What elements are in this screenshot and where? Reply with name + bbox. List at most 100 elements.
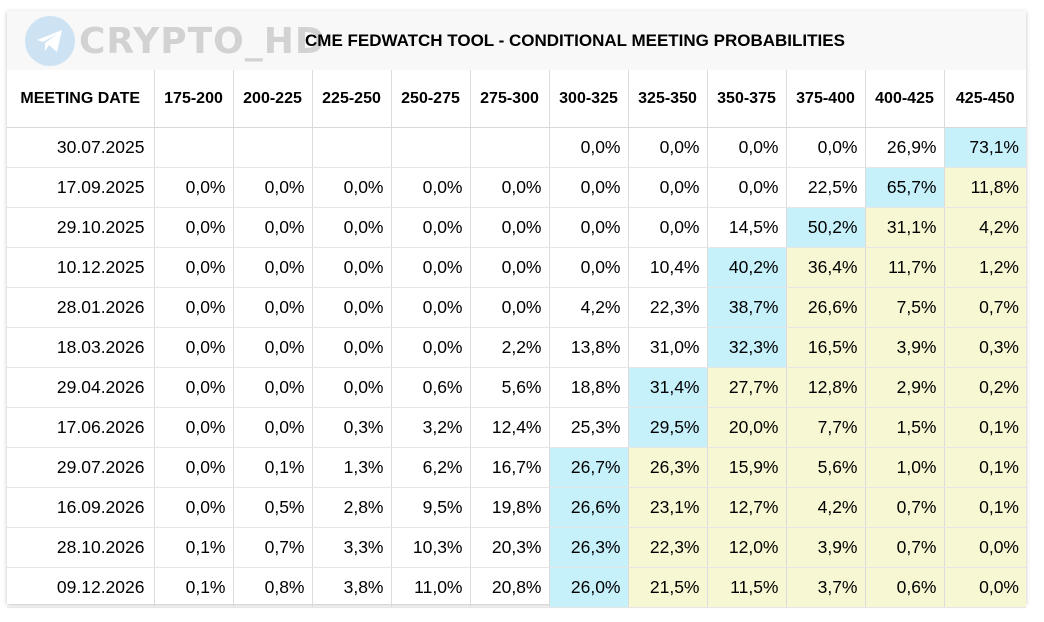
probability-cell: 0,0% [391,167,471,208]
probability-cell: 0,0% [707,167,787,208]
probability-cell: 0,0% [470,207,550,248]
probability-cell: 29,5% [628,407,708,448]
probability-cell: 3,7% [786,567,866,608]
table-row: 18.03.2026 0,0% 0,0% 0,0% 0,0% 2,2% 13,8% 31,0%… [7,327,1026,368]
probability-cell: 0,0% [944,567,1026,608]
table-row: 16.09.2026 0,0% 0,5% 2,8% 9,5% 19,8% 26,6% 23,1… [7,487,1026,528]
probability-cell: 1,0% [865,447,945,488]
probability-cell: 0,0% [154,287,234,328]
probability-cell: 0,0% [154,487,234,528]
probability-cell: 0,0% [470,167,550,208]
meeting-date-cell: 17.06.2026 [7,407,155,448]
probability-cell: 0,5% [233,487,313,528]
probability-cell: 4,2% [786,487,866,528]
probability-cell: 0,0% [154,447,234,488]
probability-cell: 26,3% [628,447,708,488]
probability-cell: 2,2% [470,327,550,368]
table-row: 09.12.2026 0,1% 0,8% 3,8% 11,0% 20,8% 26,0% 21,… [7,567,1026,608]
table-row: 29.04.2026 0,0% 0,0% 0,0% 0,6% 5,6% 18,8% 31,4%… [7,367,1026,408]
probability-cell: 0,0% [707,127,787,168]
probability-cell: 3,3% [312,527,392,568]
table-row: 30.07.2025 0,0% 0,0% 0,0% 0,0% 26,9% 73,1% [7,127,1026,168]
probability-cell: 19,8% [470,487,550,528]
meeting-date-cell: 29.04.2026 [7,367,155,408]
probability-cell: 21,5% [628,567,708,608]
probability-cell: 3,2% [391,407,471,448]
probability-cell: 0,7% [944,287,1026,328]
probability-cell: 10,3% [391,527,471,568]
table-row: 28.01.2026 0,0% 0,0% 0,0% 0,0% 0,0% 4,2% 22,3% 3… [7,287,1026,328]
probability-cell: 65,7% [865,167,945,208]
probability-cell: 26,0% [549,567,629,608]
probability-cell: 26,6% [549,487,629,528]
probability-cell: 2,9% [865,367,945,408]
column-header-rate: 175-200 [154,70,234,128]
probability-cell: 26,3% [549,527,629,568]
table-row: 28.10.2026 0,1% 0,7% 3,3% 10,3% 20,3% 26,3% 22,… [7,527,1026,568]
probability-cell: 22,5% [786,167,866,208]
meeting-date-cell: 17.09.2025 [7,167,155,208]
probability-cell: 3,8% [312,567,392,608]
probability-cell: 31,1% [865,207,945,248]
probability-cell: 0,1% [233,447,313,488]
probability-cell: 3,9% [786,527,866,568]
probability-cell: 23,1% [628,487,708,528]
table-row: 10.12.2025 0,0% 0,0% 0,0% 0,0% 0,0% 0,0% 10,4% 4… [7,247,1026,288]
meeting-date-cell: 29.10.2025 [7,207,155,248]
fedwatch-panel: CRYPTO_HD CME FEDWATCH TOOL - CONDITIONA… [7,11,1026,608]
probability-cell: 20,3% [470,527,550,568]
probability-cell: 0,0% [312,167,392,208]
probability-cell: 0,7% [865,527,945,568]
probability-cell: 0,0% [233,287,313,328]
telegram-icon [25,16,75,66]
table-header-bar: CRYPTO_HD CME FEDWATCH TOOL - CONDITIONA… [7,11,1026,71]
probability-cell: 0,7% [233,527,313,568]
probability-cell: 0,0% [312,247,392,288]
probability-table: MEETING DATE 175-200 200-225 225-250 250-275… [7,70,1026,608]
probability-cell: 32,3% [707,327,787,368]
table-row: 29.10.2025 0,0% 0,0% 0,0% 0,0% 0,0% 0,0% 0,0% 14… [7,207,1026,248]
meeting-date-cell: 18.03.2026 [7,327,155,368]
probability-cell: 22,3% [628,287,708,328]
probability-cell: 11,7% [865,247,945,288]
probability-cell: 3,9% [865,327,945,368]
probability-cell [154,127,234,168]
probability-cell: 4,2% [549,287,629,328]
probability-cell: 36,4% [786,247,866,288]
probability-cell [391,127,471,168]
probability-cell: 0,1% [154,527,234,568]
probability-cell: 0,3% [944,327,1026,368]
probability-cell: 0,0% [944,527,1026,568]
probability-cell: 0,0% [470,287,550,328]
probability-cell: 13,8% [549,327,629,368]
probability-cell: 0,0% [154,247,234,288]
probability-cell: 9,5% [391,487,471,528]
probability-cell: 0,0% [786,127,866,168]
probability-cell: 15,9% [707,447,787,488]
probability-cell: 0,0% [154,367,234,408]
probability-cell: 20,0% [707,407,787,448]
probability-cell: 26,9% [865,127,945,168]
probability-cell: 0,0% [391,327,471,368]
probability-cell: 11,8% [944,167,1026,208]
table-row: 29.07.2026 0,0% 0,1% 1,3% 6,2% 16,7% 26,7% 26,3… [7,447,1026,488]
meeting-date-cell: 28.01.2026 [7,287,155,328]
meeting-date-cell: 30.07.2025 [7,127,155,168]
probability-cell: 31,0% [628,327,708,368]
table-row: 17.09.2025 0,0% 0,0% 0,0% 0,0% 0,0% 0,0% 0,0% 0,… [7,167,1026,208]
probability-cell: 0,1% [944,447,1026,488]
probability-cell: 0,0% [154,207,234,248]
probability-cell: 0,0% [549,127,629,168]
meeting-date-cell: 10.12.2025 [7,247,155,288]
probability-cell: 0,0% [312,327,392,368]
probability-cell: 4,2% [944,207,1026,248]
probability-cell: 16,7% [470,447,550,488]
probability-cell: 0,6% [865,567,945,608]
probability-cell: 0,0% [628,207,708,248]
probability-cell: 16,5% [786,327,866,368]
probability-cell: 12,8% [786,367,866,408]
probability-cell: 50,2% [786,207,866,248]
table-body: 30.07.2025 0,0% 0,0% 0,0% 0,0% 26,9% 73,1% 17.0… [7,127,1026,608]
probability-cell: 25,3% [549,407,629,448]
probability-cell: 0,0% [628,167,708,208]
